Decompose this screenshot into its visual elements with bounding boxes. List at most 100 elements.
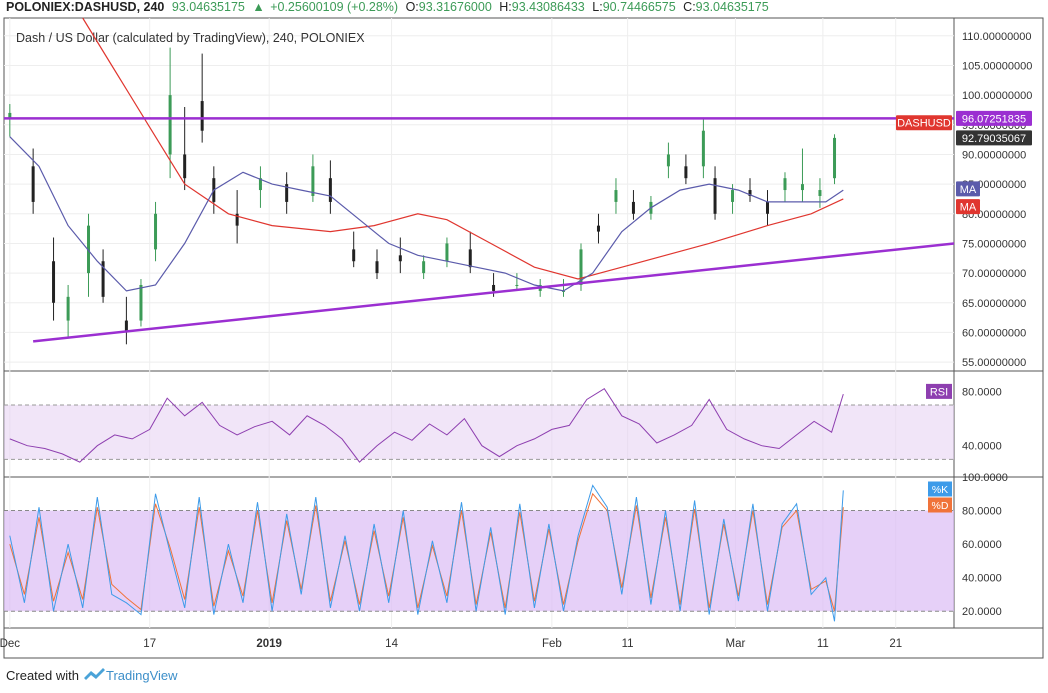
price-axis-label-text: 96.07251835 [962, 113, 1026, 125]
price-tick-label: 65.00000000 [962, 298, 1026, 310]
x-tick-label: Feb [542, 638, 562, 650]
candle-body [52, 261, 56, 303]
up-arrow-icon: ▲ [252, 0, 264, 14]
rsi-tick-label: 80.0000 [962, 386, 1002, 398]
price-tick-label: 55.00000000 [962, 357, 1026, 369]
axis-layer: Dec 17 2019 14 Feb 11 Mar 11 21 110.00000000 105.0… [0, 31, 1032, 650]
price-tick-label: 110.00000000 [962, 31, 1032, 43]
footer-created-with: Created with [6, 668, 79, 683]
price-axis-label [956, 199, 980, 215]
rsi-line [9, 388, 844, 463]
footer-brand[interactable]: TradingView [106, 668, 178, 683]
price-change: +0.25600109 (+0.28%) [270, 0, 398, 14]
candle-body [492, 284, 496, 291]
price-tick-label: 105.00000000 [962, 60, 1032, 72]
close-label: C: [683, 0, 696, 14]
stoch-tick-label: 100.0000 [962, 472, 1008, 484]
stoch-label-box [928, 497, 952, 513]
candle-body [422, 261, 426, 274]
low-label: L: [592, 0, 602, 14]
high-label: H: [499, 0, 512, 14]
chart-frame [3, 17, 1044, 659]
candle-body [8, 112, 12, 119]
candle-body [833, 137, 837, 179]
candle-body [631, 201, 635, 214]
candle-body [168, 95, 172, 155]
candle-body [398, 255, 402, 262]
open-value: 93.31676000 [419, 0, 492, 14]
moving-average-fast [9, 136, 844, 292]
price-axis-label [956, 110, 1032, 126]
price-axis-label-text: MA [960, 184, 977, 196]
low-value: 90.74466575 [603, 0, 676, 14]
candle-body [311, 166, 315, 196]
symbol-label: POLONIEX:DASHUSD, 240 [6, 0, 164, 14]
candle-body [445, 243, 449, 262]
stoch-k-line [9, 484, 844, 622]
candle-body [352, 249, 356, 262]
candle-body [183, 154, 187, 179]
rsi-band [4, 404, 954, 460]
price-axis-label-text: 92.79035067 [962, 133, 1026, 145]
price-axis-label-text: MA [960, 202, 977, 214]
rsi-label: RSI [930, 386, 948, 398]
candle-body [783, 178, 787, 191]
stoch-label: %D [932, 500, 949, 512]
candle-body [596, 225, 600, 232]
current-price: 93.04635175 [172, 0, 245, 14]
stoch-tick-label: 80.0000 [962, 506, 1002, 518]
candle-body [101, 261, 105, 297]
candle-body [87, 225, 91, 274]
candle-body [713, 178, 717, 214]
stoch-tick-label: 20.0000 [962, 606, 1002, 618]
price-axis-label [896, 115, 952, 131]
stoch-label-box [928, 481, 952, 497]
candle-body [818, 190, 822, 196]
moving-average-slow [82, 17, 844, 280]
chart-title: Dash / US Dollar (calculated by TradingV… [16, 31, 365, 45]
candle-body [614, 190, 618, 202]
x-tick-label: 11 [622, 638, 634, 650]
rsi-label-box [926, 383, 952, 399]
candle-body [731, 190, 735, 202]
support-trendline [33, 242, 955, 343]
candle-body [139, 284, 143, 321]
candle-body [200, 101, 204, 131]
price-tick-label: 60.00000000 [962, 327, 1026, 339]
candle-body [684, 166, 688, 179]
candle-body [124, 320, 128, 333]
price-tick-label: 100.00000000 [962, 90, 1032, 102]
close-value: 93.04635175 [696, 0, 769, 14]
x-tick-label: Dec [0, 638, 20, 650]
candle-body [748, 190, 752, 196]
candle-body [154, 213, 158, 250]
candle-body [328, 178, 332, 202]
tradingview-logo-icon [84, 668, 105, 680]
candle-body [258, 178, 262, 191]
price-axis-label-text: DASHUSD [897, 118, 951, 130]
price-tick-label: 75.00000000 [962, 238, 1026, 250]
x-tick-label: 14 [385, 638, 398, 650]
candle-body [579, 249, 583, 285]
candle-body [468, 249, 472, 268]
x-tick-label: 2019 [256, 638, 282, 650]
candle-body [765, 201, 769, 214]
header-bar: POLONIEX:DASHUSD, 240 93.04635175 ▲ +0.2… [6, 0, 769, 14]
price-tick-label: 70.00000000 [962, 268, 1026, 280]
x-tick-label: Mar [726, 638, 746, 650]
candle-body [666, 154, 670, 167]
stoch-panel [4, 484, 954, 622]
stoch-tick-label: 60.0000 [962, 539, 1002, 551]
candle-body [375, 261, 379, 274]
candle-body [800, 184, 804, 191]
x-tick-label: 21 [889, 638, 902, 650]
price-tick-label: 90.00000000 [962, 149, 1026, 161]
high-value: 93.43086433 [512, 0, 585, 14]
candle-body [66, 296, 70, 321]
price-axis-label [956, 130, 1032, 146]
candle-body [235, 213, 239, 226]
stoch-label: %K [932, 484, 948, 496]
stoch-tick-label: 40.0000 [962, 573, 1002, 585]
rsi-panel [4, 388, 954, 463]
